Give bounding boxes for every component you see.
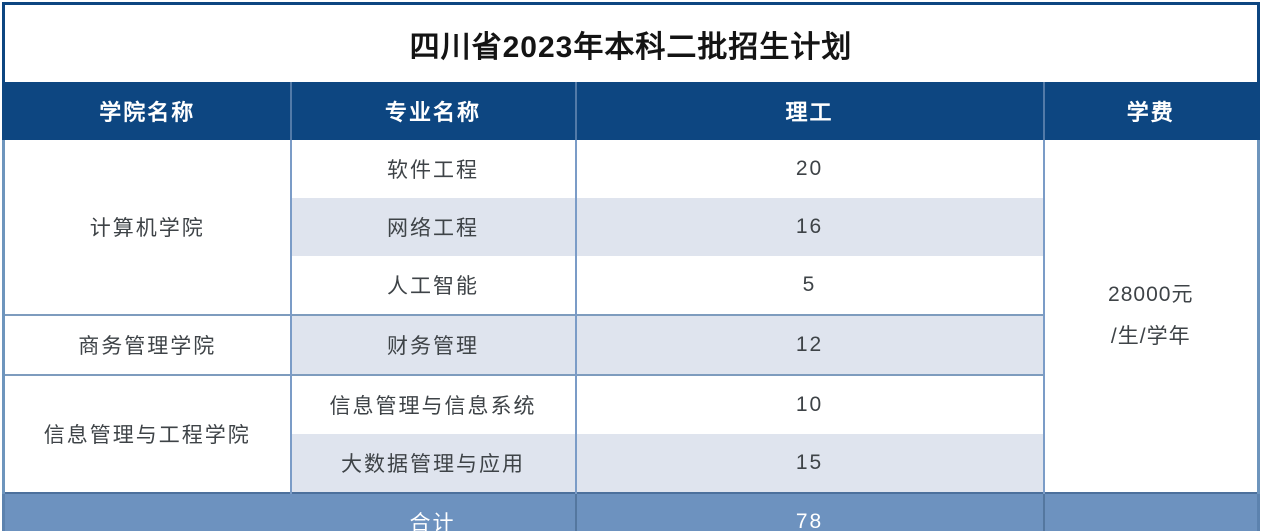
major-name-cell: 信息管理与信息系统 — [289, 374, 576, 434]
enrollment-count-cell: 15 — [574, 434, 1044, 493]
table-row: 人工智能 5 — [4, 256, 1259, 315]
table-row: 信息管理与工程学院 信息管理与信息系统 10 — [2, 374, 1259, 493]
enrollment-count-cell: 10 — [574, 374, 1044, 434]
table-row: 大数据管理与应用 15 — [4, 434, 1259, 493]
enrollment-count-cell: 20 — [574, 140, 1044, 198]
college-name-cell: 商务管理学院 — [2, 314, 291, 375]
total-row-spacer — [1042, 492, 1260, 531]
major-name-cell: 人工智能 — [289, 256, 576, 315]
table-row: 计算机学院 软件工程 20 28000元 /生/学年 — [2, 140, 1260, 493]
table-row: 网络工程 16 — [4, 198, 1259, 256]
column-header-tuition: 学费 — [1042, 82, 1259, 140]
page-title: 四川省2023年本科二批招生计划 — [3, 3, 1259, 82]
table-row: 商务管理学院 财务管理 12 — [2, 314, 1259, 375]
total-label: 合计 — [290, 492, 576, 531]
column-header-college: 学院名称 — [3, 82, 291, 140]
tuition-cell: 28000元 /生/学年 — [1042, 140, 1260, 493]
tuition-line-2: /生/学年 — [1110, 325, 1191, 348]
major-name-cell: 财务管理 — [289, 314, 576, 375]
college-name-cell: 信息管理与工程学院 — [2, 374, 291, 493]
total-count: 78 — [574, 492, 1044, 531]
total-row: 合计 78 — [2, 492, 1260, 531]
total-row-spacer — [2, 492, 291, 531]
title-row: 四川省2023年本科二批招生计划 — [3, 3, 1259, 82]
enrollment-count-cell: 16 — [574, 198, 1044, 256]
column-header-major: 专业名称 — [289, 82, 576, 140]
major-name-cell: 网络工程 — [289, 198, 576, 256]
column-header-row: 学院名称 专业名称 理工 学费 — [3, 82, 1259, 140]
enrollment-count-cell: 12 — [574, 314, 1044, 375]
column-header-track: 理工 — [574, 82, 1044, 140]
tuition-line-1: 28000元 — [1108, 283, 1194, 306]
major-name-cell: 软件工程 — [289, 140, 576, 198]
major-name-cell: 大数据管理与应用 — [289, 434, 576, 493]
college-name-cell: 计算机学院 — [2, 140, 291, 315]
enrollment-count-cell: 5 — [574, 256, 1044, 315]
